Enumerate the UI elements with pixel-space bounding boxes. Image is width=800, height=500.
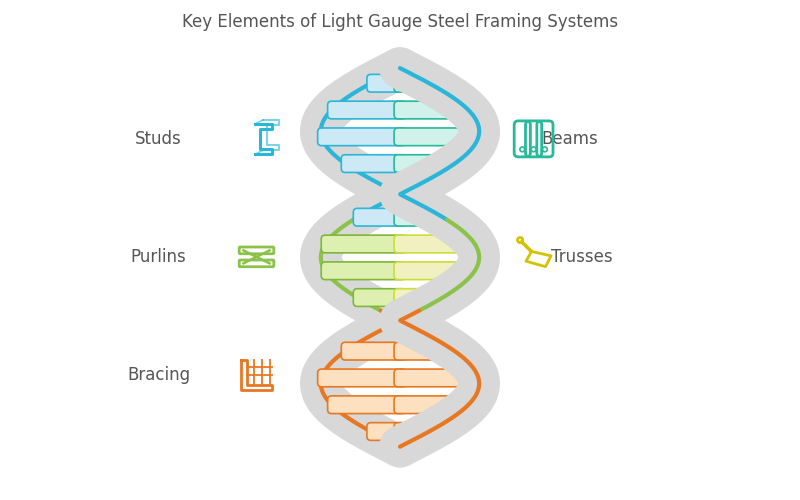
Text: Bracing: Bracing bbox=[127, 366, 190, 384]
FancyBboxPatch shape bbox=[394, 101, 472, 119]
FancyBboxPatch shape bbox=[394, 422, 433, 440]
FancyBboxPatch shape bbox=[328, 101, 406, 119]
Text: Beams: Beams bbox=[542, 130, 598, 148]
Text: Studs: Studs bbox=[135, 130, 182, 148]
FancyBboxPatch shape bbox=[394, 208, 446, 226]
FancyBboxPatch shape bbox=[322, 262, 406, 280]
Text: Key Elements of Light Gauge Steel Framing Systems: Key Elements of Light Gauge Steel Framin… bbox=[182, 13, 618, 31]
FancyBboxPatch shape bbox=[318, 128, 406, 146]
FancyBboxPatch shape bbox=[342, 155, 406, 172]
FancyBboxPatch shape bbox=[394, 342, 458, 360]
FancyBboxPatch shape bbox=[394, 369, 482, 387]
FancyBboxPatch shape bbox=[367, 422, 406, 440]
FancyBboxPatch shape bbox=[318, 369, 406, 387]
FancyBboxPatch shape bbox=[394, 262, 478, 280]
FancyBboxPatch shape bbox=[394, 235, 478, 253]
FancyBboxPatch shape bbox=[394, 74, 433, 92]
Text: Trusses: Trusses bbox=[551, 248, 613, 266]
FancyBboxPatch shape bbox=[394, 396, 472, 413]
FancyBboxPatch shape bbox=[342, 342, 406, 360]
FancyBboxPatch shape bbox=[322, 235, 406, 253]
FancyBboxPatch shape bbox=[394, 288, 446, 306]
FancyBboxPatch shape bbox=[354, 288, 406, 306]
Text: Purlins: Purlins bbox=[130, 248, 186, 266]
FancyBboxPatch shape bbox=[354, 208, 406, 226]
FancyBboxPatch shape bbox=[328, 396, 406, 413]
FancyBboxPatch shape bbox=[394, 128, 482, 146]
FancyBboxPatch shape bbox=[394, 155, 458, 172]
FancyBboxPatch shape bbox=[367, 74, 406, 92]
